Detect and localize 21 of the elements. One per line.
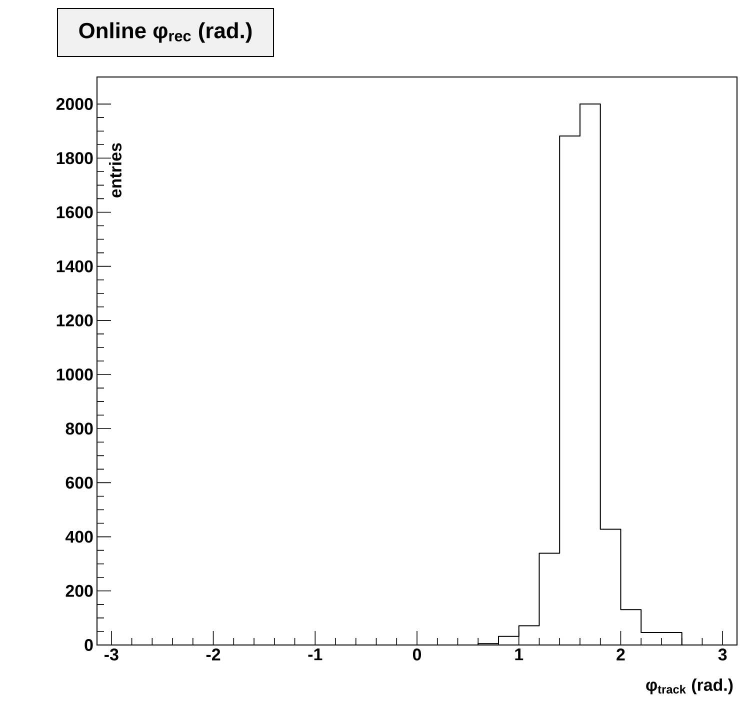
y-tick-label: 400 <box>65 530 93 543</box>
y-tick-label: 200 <box>66 584 93 597</box>
x-tick-label: 1 <box>515 648 524 660</box>
x-tick-label: 2 <box>616 648 625 660</box>
y-tick-label: 1200 <box>56 314 93 326</box>
x-tick-label: -1 <box>308 648 322 660</box>
y-tick-label: 1600 <box>56 206 93 218</box>
y-tick-label: 1800 <box>56 152 93 164</box>
y-tick-label: 1000 <box>56 368 93 381</box>
x-tick-label: 0 <box>412 648 422 661</box>
x-tick-label: -2 <box>206 648 220 660</box>
y-axis-title: entries <box>109 143 122 198</box>
y-tick-label: 0 <box>84 639 93 651</box>
x-axis-title: φ$_{track}$ (rad.) <box>646 678 733 694</box>
y-tick-label: 600 <box>66 476 93 489</box>
y-tick-label: 2000 <box>56 98 93 110</box>
y-tick-label: 1400 <box>56 260 93 272</box>
chart-title: Online φ$_{rec}$ (rad.) <box>79 22 252 43</box>
x-tick-label: 3 <box>718 648 727 661</box>
x-tick-label: -3 <box>104 648 118 661</box>
y-tick-label: 800 <box>66 422 93 435</box>
